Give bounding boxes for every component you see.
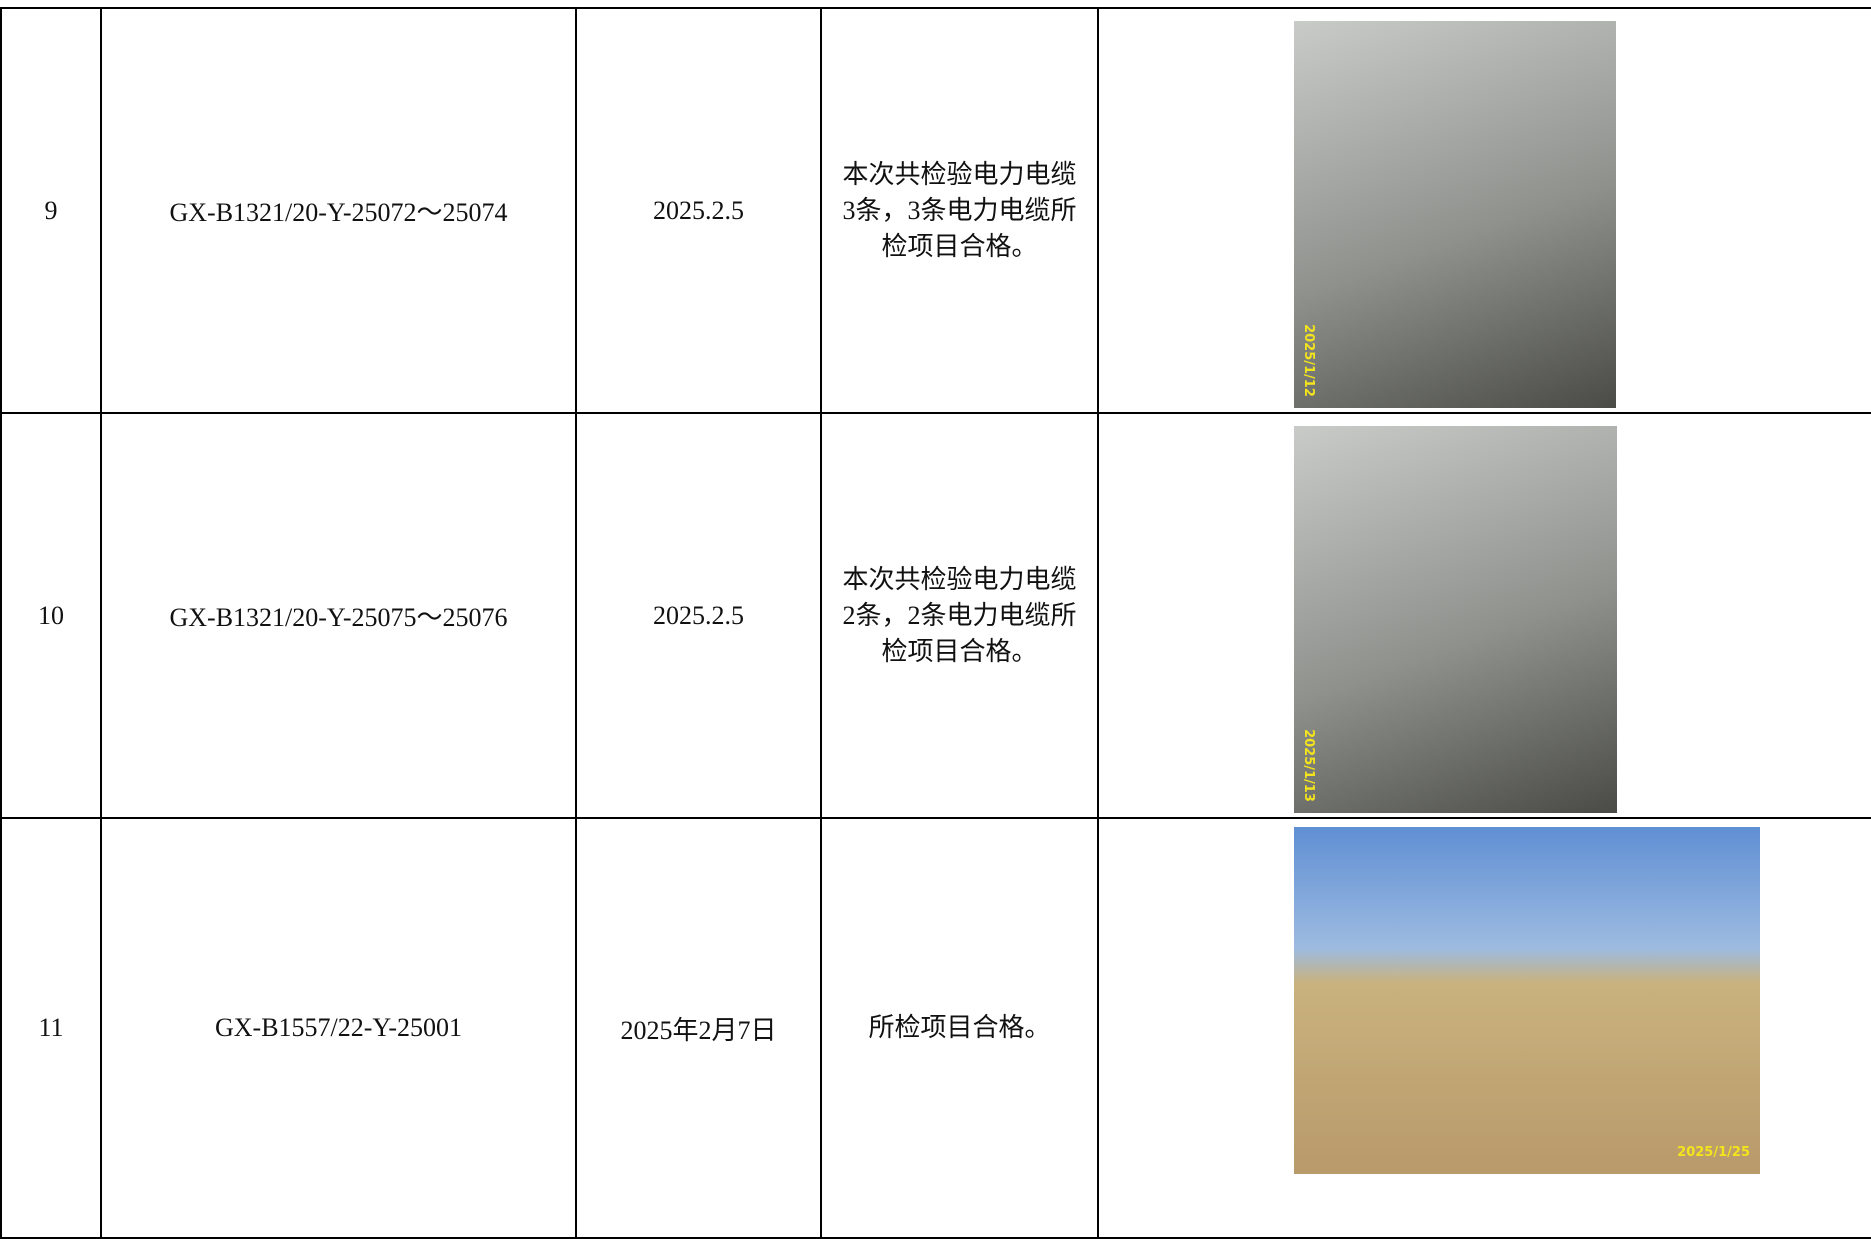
photo-cell: 2025/1/13 <box>1097 412 1871 819</box>
table-body: 9 GX-B1321/20-Y-25072～25074 2025.2.5 本次共检验电… <box>0 7 1871 1239</box>
table-cell: 2025年2月7日 <box>575 817 822 1239</box>
table-cell: 11 <box>0 817 102 1239</box>
site-photo: 2025/1/12 <box>1294 21 1616 408</box>
table-cell: 2025.2.5 <box>575 412 822 819</box>
table-cell: 2025.2.5 <box>575 7 822 414</box>
inspection-date: 2025年2月7日 <box>620 1015 777 1045</box>
cable-code: GX-B1321/20-Y-25072～25074 <box>169 198 508 227</box>
inspection-result: 本次共检验电力电缆2条，2条电力电缆所检项目合格。 <box>842 564 1077 666</box>
photo-date-stamp: 2025/1/13 <box>1300 729 1316 802</box>
photo-cell: 2025/1/12 <box>1097 7 1871 414</box>
photo-cell: 2025/1/25 <box>1097 817 1871 1239</box>
photo-date-stamp: 2025/1/12 <box>1300 324 1316 397</box>
cable-code: GX-B1321/20-Y-25075～25076 <box>169 603 508 632</box>
table-row: 10 GX-B1321/20-Y-25075～25076 2025.2.5 本次共检验… <box>0 412 1871 819</box>
inspection-result: 所检项目合格。 <box>868 1013 1051 1042</box>
table-cell: 所检项目合格。 <box>820 817 1099 1239</box>
inspection-date: 2025.2.5 <box>653 600 744 630</box>
site-photo: 2025/1/13 <box>1294 426 1617 813</box>
inspection-table: 9 GX-B1321/20-Y-25072～25074 2025.2.5 本次共检验电… <box>0 7 1871 1239</box>
table-cell: 10 <box>0 412 102 819</box>
cable-code: GX-B1557/22-Y-25001 <box>215 1013 462 1042</box>
row-number: 10 <box>38 600 64 630</box>
row-number: 9 <box>44 195 58 225</box>
table-cell: 本次共检验电力电缆3条，3条电力电缆所检项目合格。 <box>820 7 1099 414</box>
table-cell: GX-B1557/22-Y-25001 <box>100 817 577 1239</box>
photo-date-stamp: 2025/1/25 <box>1677 1145 1750 1160</box>
row-number: 11 <box>38 1013 64 1042</box>
inspection-date: 2025.2.5 <box>653 195 744 225</box>
table-cell: GX-B1321/20-Y-25075～25076 <box>100 412 577 819</box>
table-row: 9 GX-B1321/20-Y-25072～25074 2025.2.5 本次共检验电… <box>0 7 1871 414</box>
inspection-result: 本次共检验电力电缆3条，3条电力电缆所检项目合格。 <box>842 159 1077 261</box>
table-cell: GX-B1321/20-Y-25072～25074 <box>100 7 577 414</box>
table-cell: 9 <box>0 7 102 414</box>
table-row: 11 GX-B1557/22-Y-25001 2025年2月7日 所检项目合格。 202… <box>0 817 1871 1239</box>
site-photo: 2025/1/25 <box>1294 827 1760 1174</box>
table-cell: 本次共检验电力电缆2条，2条电力电缆所检项目合格。 <box>820 412 1099 819</box>
